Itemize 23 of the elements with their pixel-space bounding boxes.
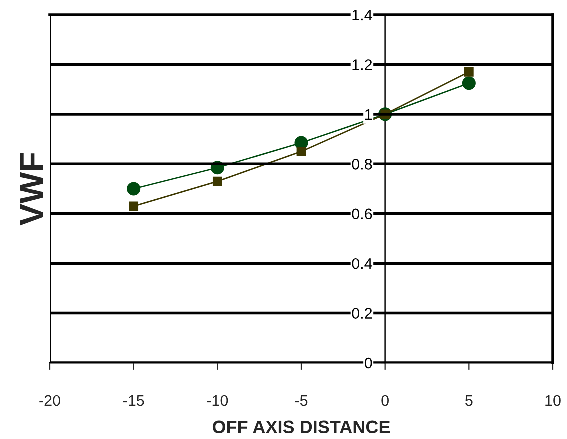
x-tick-label: -10 [207,395,228,406]
point [212,176,222,186]
y-tick-label: 0.8 [352,159,372,170]
point [296,147,306,156]
x-tick-label: -5 [295,396,308,406]
point [129,202,139,212]
point [462,76,476,90]
y-tick-label: 0.6 [352,208,372,220]
x-tick-label: 10 [546,395,561,406]
y-tick-label: 0.2 [352,308,372,319]
y-tick-label: 1.4 [352,10,372,21]
x-tick-label: -20 [40,395,60,406]
x-axis-title: OFF AXIS DISTANCE [212,420,390,434]
x-tick-label: 0 [382,395,389,406]
y-tick-label: 1 [366,109,372,120]
y-tick-label: 1.2 [352,60,372,70]
point [464,67,474,77]
x-tick-label: -15 [123,396,144,406]
point [127,182,141,196]
y-tick-label: 0 [364,358,372,369]
y-axis-title: VWF [20,153,44,226]
y-tick-label: 0.4 [352,258,372,270]
x-tick-label: 5 [466,396,473,406]
